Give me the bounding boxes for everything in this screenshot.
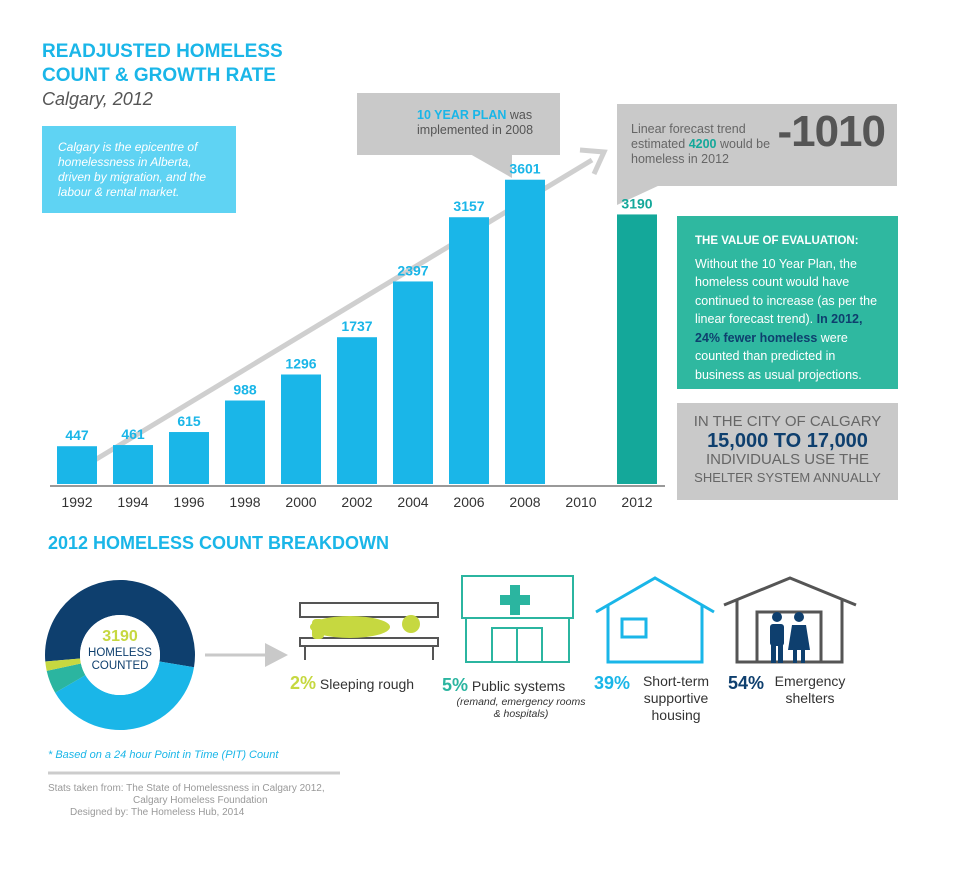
value-label: 1737 bbox=[341, 318, 372, 334]
x-tick-label: 2002 bbox=[341, 494, 372, 510]
category: 2% Sleeping rough bbox=[290, 673, 414, 694]
bar bbox=[505, 179, 545, 484]
credit: Calgary Homeless Foundation bbox=[133, 795, 268, 806]
plan-callout: 10 YEAR PLAN was implemented in 2008 bbox=[357, 93, 560, 155]
callout-text: Linear forecast trend estimated bbox=[631, 122, 746, 151]
callout-pointer bbox=[617, 185, 660, 205]
category: 39% Short-term supportive housing bbox=[594, 673, 724, 724]
bar bbox=[617, 214, 657, 484]
value-label: 3157 bbox=[453, 198, 484, 214]
forecast-callout: Linear forecast trend estimated 4200 wou… bbox=[617, 104, 897, 186]
category-label: Sleeping rough bbox=[319, 676, 415, 692]
bar bbox=[169, 432, 209, 484]
subtitle: Calgary, 2012 bbox=[42, 89, 153, 109]
x-tick-label: 1998 bbox=[229, 494, 260, 510]
x-tick-label: 2000 bbox=[285, 494, 316, 510]
x-tick-label: 1996 bbox=[173, 494, 204, 510]
value-label: 615 bbox=[177, 413, 201, 429]
icon-house bbox=[595, 576, 715, 664]
text: Without the 10 Year Plan, the homeless c… bbox=[695, 256, 878, 327]
bar bbox=[57, 446, 97, 484]
value-label: 3190 bbox=[621, 195, 652, 211]
bar bbox=[449, 217, 489, 484]
icon-cross bbox=[500, 585, 530, 615]
highlight: In 2012, 24% fewer homeless bbox=[695, 312, 863, 345]
bar bbox=[113, 445, 153, 484]
value-label: 39% bbox=[594, 673, 631, 693]
icon-building bbox=[461, 575, 574, 663]
value-label: 3601 bbox=[509, 161, 540, 177]
bar bbox=[281, 374, 321, 484]
emphasis: 15,000 TO 17,000 bbox=[707, 430, 868, 452]
category-label: Public systems bbox=[471, 678, 566, 694]
donut-segment bbox=[55, 661, 194, 731]
callout-text: would be homeless in 2012 bbox=[631, 137, 771, 166]
value-label: 54% bbox=[728, 673, 765, 693]
text: were counted than predicted in business … bbox=[695, 330, 862, 382]
callout-text: was implemented in 2008 bbox=[417, 108, 534, 137]
donut-segment bbox=[46, 663, 86, 693]
value-label: 447 bbox=[65, 427, 89, 443]
x-tick-label: 2006 bbox=[453, 494, 484, 510]
trend-arrowhead bbox=[579, 147, 608, 176]
donut-segment bbox=[45, 658, 81, 671]
bar bbox=[337, 337, 377, 484]
x-tick-label: 2008 bbox=[509, 494, 540, 510]
arrow bbox=[265, 643, 288, 667]
x-tick-label: 2004 bbox=[397, 494, 428, 510]
bar bbox=[393, 281, 433, 484]
donut-hole bbox=[80, 615, 160, 695]
category-label: Emergency shelters bbox=[774, 673, 846, 706]
credit: Stats taken from: The State of Homelessn… bbox=[48, 783, 325, 794]
bar bbox=[225, 400, 265, 484]
x-tick-label: 2010 bbox=[565, 494, 596, 510]
value-label: 461 bbox=[121, 426, 145, 442]
icon-people bbox=[770, 612, 810, 663]
breakdown-title: 2012 HOMELESS COUNT BREAKDOWN bbox=[48, 533, 390, 553]
category: 54% Emergency shelters bbox=[728, 673, 858, 707]
value-label: 5% bbox=[442, 675, 469, 695]
highlight: 4200 bbox=[688, 137, 717, 151]
category: 5% Public systems (remand, emergency roo… bbox=[442, 675, 592, 720]
heading: THE VALUE OF EVALUATION: bbox=[695, 235, 859, 247]
callout-pointer bbox=[470, 154, 512, 178]
center-label: HOMELESS COUNTED bbox=[88, 647, 152, 672]
icon-shelter bbox=[723, 576, 857, 664]
footnote: * Based on a 24 hour Point in Time (PIT)… bbox=[48, 749, 279, 761]
value-label: 2397 bbox=[397, 262, 428, 278]
x-tick-label: 2012 bbox=[621, 494, 652, 510]
category-label: Short-term supportive housing bbox=[642, 673, 710, 723]
credit: Designed by: The Homeless Hub, 2014 bbox=[70, 807, 245, 818]
text: SHELTER SYSTEM ANNUALLY bbox=[694, 470, 881, 485]
value-label: 988 bbox=[233, 382, 257, 398]
intro-box: Calgary is the epicentre of homelessness… bbox=[42, 126, 236, 213]
difference: -1010 bbox=[777, 107, 886, 156]
value-label: 2% bbox=[290, 673, 317, 693]
x-tick-label: 1992 bbox=[61, 494, 92, 510]
center-value: 3190 bbox=[102, 628, 138, 645]
shelter-box: IN THE CITY OF CALGARY 15,000 TO 17,000 … bbox=[677, 403, 898, 500]
donut-segment bbox=[45, 580, 195, 668]
value-label: 1296 bbox=[285, 355, 316, 371]
category-note: (remand, emergency rooms & hospitals) bbox=[456, 696, 586, 720]
x-tick-label: 1994 bbox=[117, 494, 148, 510]
evaluation-box: THE VALUE OF EVALUATION: Without the 10 … bbox=[677, 216, 898, 389]
text: INDIVIDUALS USE THE bbox=[705, 451, 870, 468]
icon-bench bbox=[299, 602, 439, 660]
highlight: 10 YEAR PLAN bbox=[417, 108, 507, 122]
icon-person bbox=[310, 615, 420, 639]
text: IN THE CITY OF CALGARY bbox=[693, 413, 882, 430]
title: READJUSTED HOMELESS COUNT & GROWTH RATE bbox=[42, 41, 283, 86]
